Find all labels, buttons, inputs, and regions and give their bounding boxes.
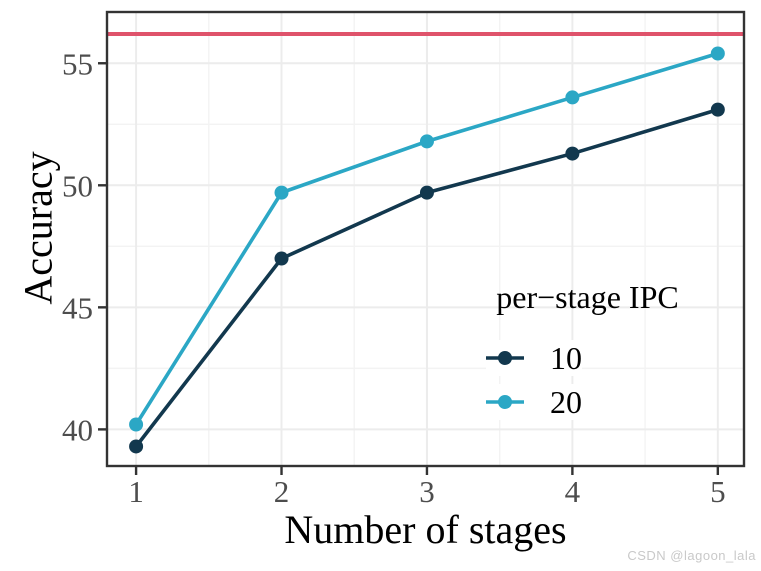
legend-item-label: 20 xyxy=(550,384,582,420)
svg-text:40: 40 xyxy=(62,412,93,447)
legend-item-ipc-20: 20 xyxy=(486,384,582,420)
svg-text:3: 3 xyxy=(419,474,435,509)
legend-key-line-dot-icon xyxy=(486,395,524,409)
y-axis-title: Accuracy xyxy=(15,151,61,305)
legend-item-ipc-10: 10 xyxy=(486,340,582,376)
watermark: CSDN @lagoon_lala xyxy=(627,548,756,563)
svg-text:1: 1 xyxy=(128,474,144,509)
svg-text:2: 2 xyxy=(274,474,290,509)
svg-text:55: 55 xyxy=(62,46,93,81)
svg-text:5: 5 xyxy=(710,474,726,509)
x-axis-title: Number of stages xyxy=(284,507,567,552)
svg-text:50: 50 xyxy=(62,168,93,203)
legend-key-line-dot-icon xyxy=(486,351,524,365)
svg-text:45: 45 xyxy=(62,290,93,325)
svg-text:4: 4 xyxy=(565,474,581,509)
legend-title: per−stage IPC xyxy=(496,279,679,315)
legend-item-label: 10 xyxy=(550,340,582,376)
